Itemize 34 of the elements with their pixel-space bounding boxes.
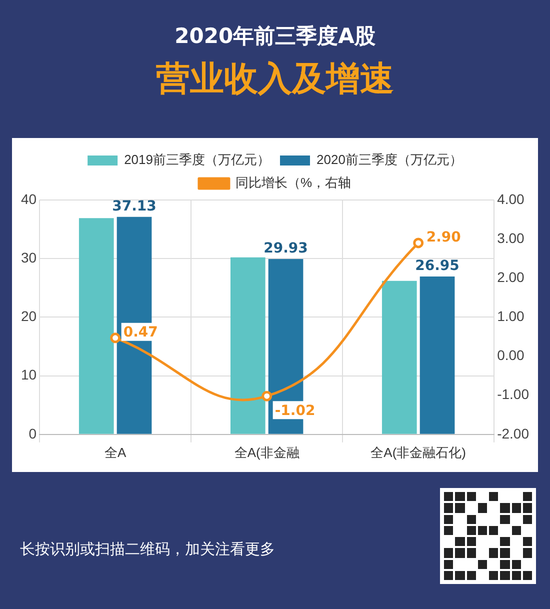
point	[413, 238, 424, 248]
y2-tick-label: 1.00	[497, 308, 525, 324]
y-tick-label: 0	[28, 425, 37, 442]
y-tick-label: 30	[20, 249, 37, 266]
x-tick-label: 全A(非金融	[234, 444, 300, 460]
legend-label: 2020前三季度（万亿元）	[316, 152, 462, 168]
y2-tick-label: 0.00	[497, 347, 525, 364]
legend-label: 同比增长（%，右轴	[235, 175, 352, 190]
data-label: 37.13	[112, 198, 156, 214]
text: 长按识别或扫描二维码，加关注看更多	[20, 540, 275, 559]
bar	[420, 276, 455, 434]
y2-tick-label: -2.00	[497, 425, 530, 442]
y2-tick-label: -1.00	[497, 386, 530, 402]
y-tick-label: 20	[20, 308, 37, 324]
y2-tick-label: 3.00	[497, 230, 525, 246]
bar	[78, 218, 114, 434]
data-label: -1.02	[274, 402, 316, 419]
data-label: 0.47	[123, 324, 158, 341]
data-label: 2.90	[426, 230, 462, 246]
y-tick-label: 40	[20, 190, 37, 207]
point	[110, 332, 121, 344]
x-tick-label: 全A	[104, 444, 126, 460]
x-tick-label: 全A(非金融石化)	[370, 444, 466, 460]
data-label: 29.93	[264, 240, 308, 257]
y2-tick-label: 4.00	[497, 190, 525, 207]
data-label: 26.95	[415, 258, 460, 274]
legend-label: 2019前三季度（万亿元）	[124, 152, 270, 168]
bar	[382, 280, 417, 434]
chart-title: 2020年前三季度A股	[174, 23, 376, 50]
bar	[230, 257, 266, 434]
y-tick-label: 10	[20, 366, 37, 383]
point	[262, 390, 272, 402]
chart-subtitle: 营业收入及增速	[155, 58, 395, 101]
y2-tick-label: 2.00	[497, 268, 525, 285]
